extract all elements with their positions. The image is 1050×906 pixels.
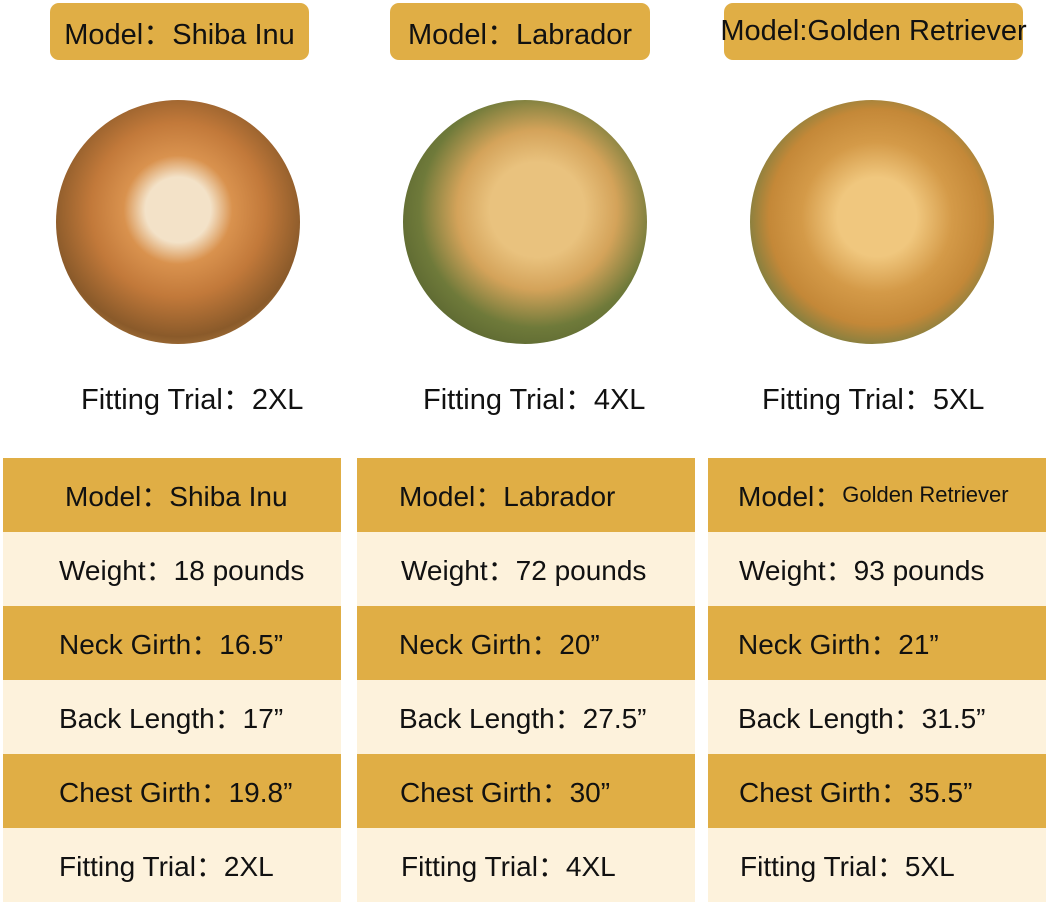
golden-retriever-photo [750, 100, 994, 344]
model-badge-golden-retriever: Model:Golden Retriever [720, 3, 1027, 60]
model-badge-labrador: Model：Labrador [390, 3, 650, 60]
table-row-neck-girth: Neck Girth：16.5” [3, 606, 341, 680]
table-row-fitting-trial: Fitting Trial：2XL [3, 828, 341, 902]
fitting-trial-shiba-inu: Fitting Trial：2XL [81, 384, 304, 416]
table-row-model: Model：Labrador [357, 458, 695, 532]
table-row-chest-girth: Chest Girth：35.5” [708, 754, 1046, 828]
table-row-neck-girth: Neck Girth：20” [357, 606, 695, 680]
table-row-model: Model： Golden Retriever [708, 458, 1046, 532]
table-row-back-length: Back Length：17” [3, 680, 341, 754]
table-row-weight: Weight：93 pounds [708, 532, 1046, 606]
labrador-photo [403, 100, 647, 344]
shiba-inu-photo [56, 100, 300, 344]
table-row-weight: Weight：18 pounds [3, 532, 341, 606]
table-row-chest-girth: Chest Girth：19.8” [3, 754, 341, 828]
size-table-golden-retriever: Model： Golden Retriever Weight：93 pounds … [708, 458, 1046, 902]
table-row-model: Model：Shiba Inu [3, 458, 341, 532]
model-badge-shiba-inu: Model：Shiba Inu [50, 3, 309, 60]
table-row-neck-girth: Neck Girth：21” [708, 606, 1046, 680]
size-table-labrador: Model：Labrador Weight：72 pounds Neck Gir… [357, 458, 695, 902]
table-row-chest-girth: Chest Girth：30” [357, 754, 695, 828]
table-row-fitting-trial: Fitting Trial：4XL [357, 828, 695, 902]
table-row-back-length: Back Length：31.5” [708, 680, 1046, 754]
fitting-trial-labrador: Fitting Trial：4XL [423, 384, 646, 416]
model-label: Model： [738, 481, 843, 512]
model-value: Golden Retriever [842, 482, 1009, 507]
table-row-weight: Weight：72 pounds [357, 532, 695, 606]
fitting-trial-golden-retriever: Fitting Trial：5XL [762, 384, 985, 416]
table-row-fitting-trial: Fitting Trial：5XL [708, 828, 1046, 902]
table-row-back-length: Back Length：27.5” [357, 680, 695, 754]
size-table-shiba-inu: Model：Shiba Inu Weight：18 pounds Neck Gi… [3, 458, 341, 902]
